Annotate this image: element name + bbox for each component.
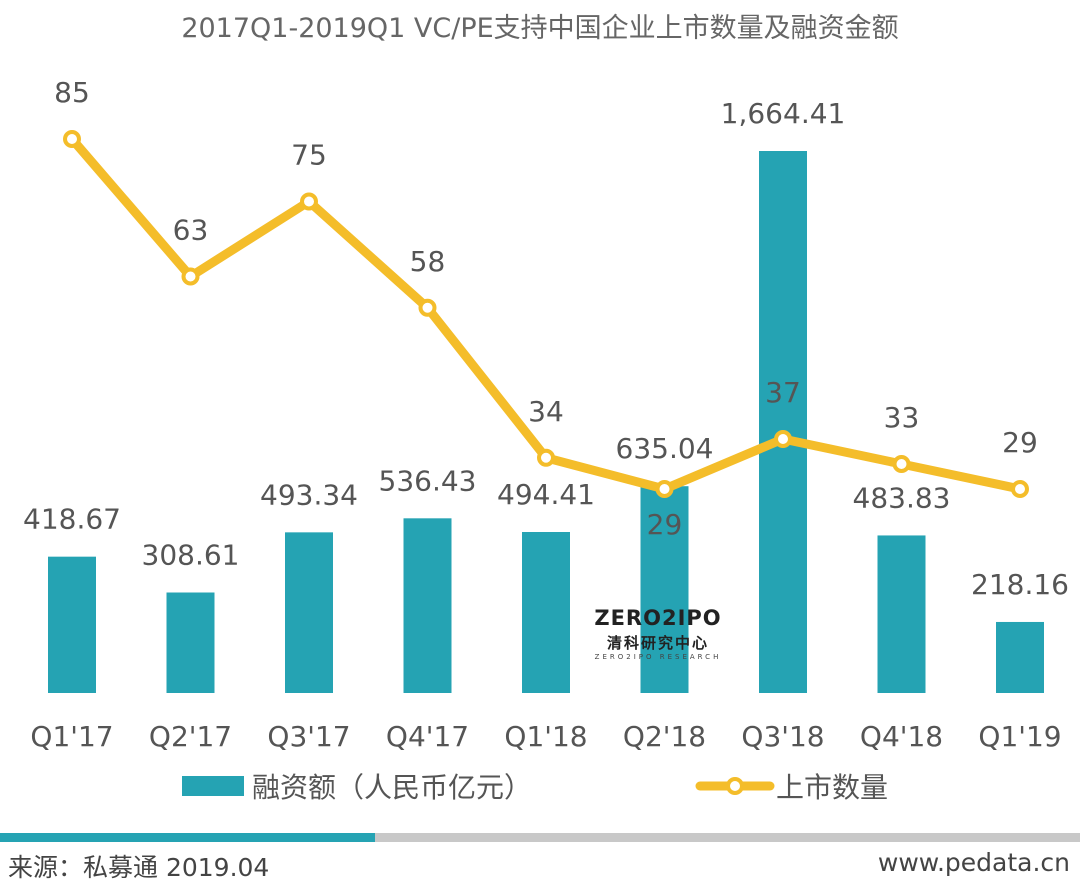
- line-data-label: 33: [884, 401, 920, 434]
- line-data-label: 75: [291, 139, 327, 172]
- line-data-label: 58: [410, 245, 446, 278]
- bar-data-label: 308.61: [142, 539, 240, 572]
- bar: [166, 592, 215, 693]
- footer-url: www.pedata.cn: [877, 848, 1070, 877]
- line-point: [892, 455, 911, 473]
- x-tick-label: Q1'19: [978, 720, 1061, 753]
- progress-bar-fill: [0, 833, 375, 842]
- footer-source: 来源：私募通 2019.04: [8, 853, 270, 882]
- x-tick-label: Q2'18: [623, 720, 706, 753]
- line-point: [655, 480, 674, 498]
- bar-data-label: 483.83: [853, 481, 951, 514]
- bar: [48, 556, 96, 693]
- bar: [403, 518, 452, 693]
- line-point: [537, 448, 555, 467]
- legend-line-label: 上市数量: [776, 771, 888, 804]
- watermark-subtitle: ZERO2IPO RESEARCH: [594, 653, 722, 661]
- line-data-label: 63: [173, 214, 209, 247]
- bar-data-label: 494.41: [497, 478, 595, 511]
- watermark-logo: ZERO2IPO 清科研究中心 ZERO2IPO RESEARCH: [583, 606, 733, 661]
- bar-data-label: 418.67: [23, 503, 121, 536]
- legend-bar-swatch: [182, 776, 244, 796]
- x-tick-label: Q4'17: [386, 720, 469, 753]
- bar-data-label: 1,664.41: [721, 97, 846, 130]
- x-tick-label: Q3'18: [741, 720, 824, 753]
- line-point: [63, 130, 81, 148]
- bar-data-label: 493.34: [260, 478, 358, 511]
- x-tick-label: Q3'17: [267, 720, 350, 753]
- bar: [996, 621, 1044, 693]
- line-data-label: 29: [1002, 426, 1038, 459]
- x-tick-label: Q1'18: [504, 720, 587, 753]
- series-line: [67, 134, 1025, 494]
- progress-bar: [0, 833, 1080, 842]
- bar-data-label: 536.43: [379, 464, 477, 497]
- line-point: [181, 267, 200, 286]
- line-point: [300, 192, 318, 211]
- line-point: [1011, 480, 1029, 498]
- line-data-label: 37: [765, 376, 801, 409]
- x-tick-label: Q4'18: [860, 720, 943, 753]
- legend-bar-label: 融资额（人民币亿元）: [252, 771, 532, 804]
- x-tick-label: Q2'17: [149, 720, 232, 753]
- bar: [640, 486, 689, 693]
- chart-title: 2017Q1-2019Q1 VC/PE支持中国企业上市数量及融资金额: [181, 13, 899, 44]
- line-data-label: 85: [54, 76, 90, 109]
- bar: [759, 151, 807, 693]
- x-tick-label: Q1'17: [30, 720, 113, 753]
- watermark-english: ZERO2IPO: [594, 606, 722, 630]
- line-point: [774, 430, 792, 448]
- line-data-label: 34: [528, 395, 564, 428]
- bar: [522, 531, 570, 693]
- line-data-label: 29: [647, 508, 683, 541]
- bar: [285, 532, 333, 693]
- legend-line-marker: [726, 777, 744, 795]
- bar: [877, 535, 926, 693]
- line-point: [418, 298, 437, 317]
- watermark-chinese: 清科研究中心: [606, 634, 709, 652]
- chart-area: 418.67 308.61 493.34 536.43 494.41 635.04 1,66…: [23, 76, 1069, 804]
- bar-data-label: 635.04: [616, 432, 714, 465]
- bar-data-label: 218.16: [971, 568, 1069, 601]
